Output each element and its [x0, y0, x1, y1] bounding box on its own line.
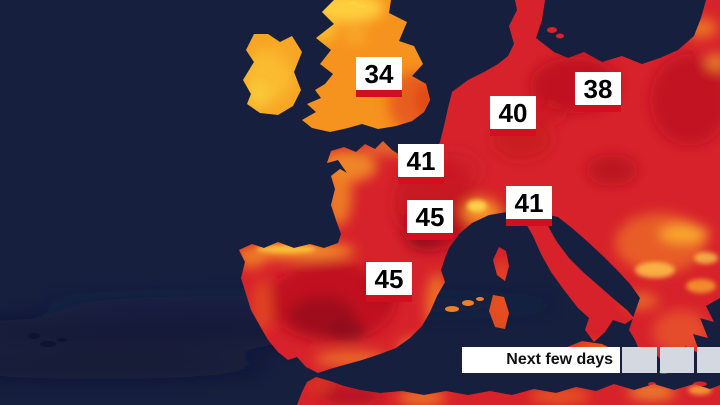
timeline-segment [622, 347, 657, 373]
temperature-label: 41 [398, 144, 444, 184]
temperature-value: 41 [406, 146, 436, 176]
temperature-label: 41 [506, 186, 552, 226]
timeline-segment [659, 347, 695, 373]
temperature-value: 45 [374, 264, 404, 294]
temperature-value: 45 [415, 202, 445, 232]
temperature-value: 41 [514, 188, 544, 218]
temperature-label: 34 [356, 57, 402, 97]
timeline-segment [697, 347, 720, 373]
temperature-value: 38 [583, 74, 613, 104]
temperature-label: 40 [490, 96, 536, 136]
temperature-value: 34 [364, 59, 394, 89]
temperature-label: 45 [407, 200, 453, 240]
temperature-value: 40 [498, 98, 528, 128]
temperature-label: 38 [575, 72, 621, 112]
atlantic-islands [28, 333, 67, 347]
timeline-current-label: Next few days [462, 347, 620, 373]
timeline-bar: Next few days [462, 347, 720, 373]
timeline-segments [620, 347, 720, 373]
temperature-label: 45 [366, 262, 412, 302]
